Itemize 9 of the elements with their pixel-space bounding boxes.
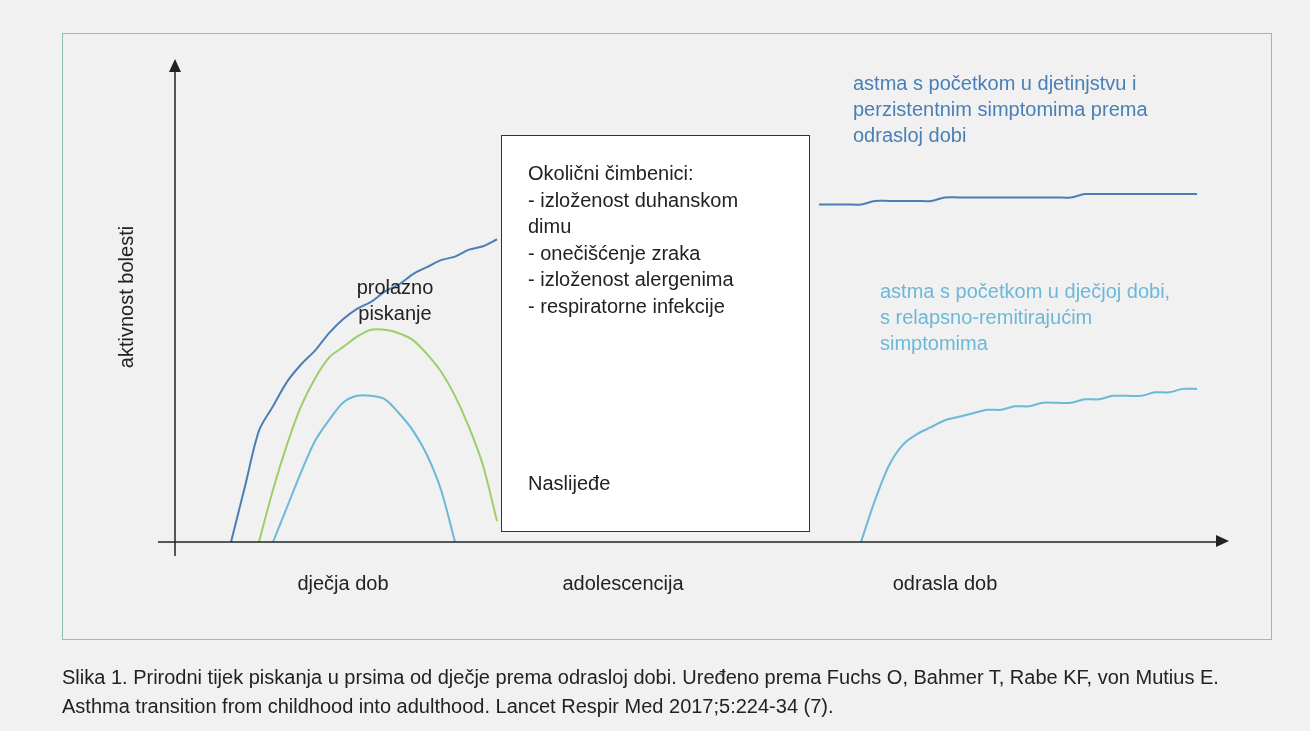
series-label: astma s početkom u dječjoj dobi, s relapsno-remitirajućim simptomima <box>880 279 1172 356</box>
x-tick-label: odrasla dob <box>892 571 998 594</box>
annotation: Naslijeđe <box>528 472 611 495</box>
x-tick-label: adolescencija <box>562 571 685 594</box>
text: Slika 1. Prirodni tijek piskanja u prsima od dječje prema odrasloj dobi. Uređeno prema Fuchs O, Bahmer T, Rabe KF, von Mutius E. Asthma transition from childhood into adulthood. Lancet Respir Med 2017;5:224-34 (7). <box>62 665 1220 719</box>
annotation: Okolični čimbenici: - izloženost duhanskom dimu - onečišćenje zraka - izloženost alergenima - respiratorne infekcije <box>528 161 740 319</box>
x-tick-label: dječja dob <box>297 571 389 594</box>
text: astma s početkom u djetinjstvu i perzistentnim simptomima prema odrasloj dobi <box>853 71 1149 148</box>
y-axis-title: aktivnost bolesti <box>114 225 138 369</box>
